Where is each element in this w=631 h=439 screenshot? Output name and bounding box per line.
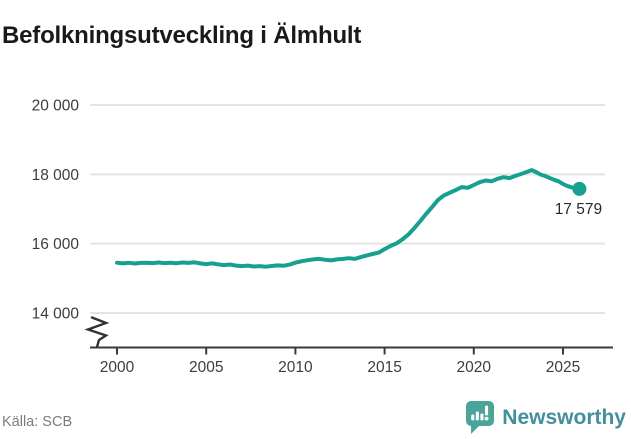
x-tick-label: 2025 [546, 359, 580, 376]
x-tick-label: 2005 [189, 359, 223, 376]
x-tick-label: 2000 [100, 359, 135, 376]
source-note: Källa: SCB [2, 414, 73, 430]
brand-wordmark: Newsworthy [502, 405, 626, 429]
x-tick-label: 2010 [278, 359, 313, 376]
brand-logo: Newsworthy [465, 400, 626, 435]
y-tick-label: 16 000 [32, 236, 80, 253]
y-tick-label: 14 000 [32, 306, 80, 323]
population-line [115, 168, 582, 269]
newsworthy-bubble-icon [466, 401, 495, 434]
axis-break-icon [84, 316, 110, 349]
x-tick-label: 2015 [367, 359, 401, 376]
page-title: Befolkningsutveckling i Älmhult [2, 22, 362, 50]
y-tick-label: 18 000 [32, 167, 80, 184]
y-tick-label: 20 000 [32, 98, 80, 115]
end-point-dot [572, 181, 587, 196]
x-tick-label: 2020 [457, 359, 492, 376]
end-value-label: 17 579 [555, 201, 602, 218]
